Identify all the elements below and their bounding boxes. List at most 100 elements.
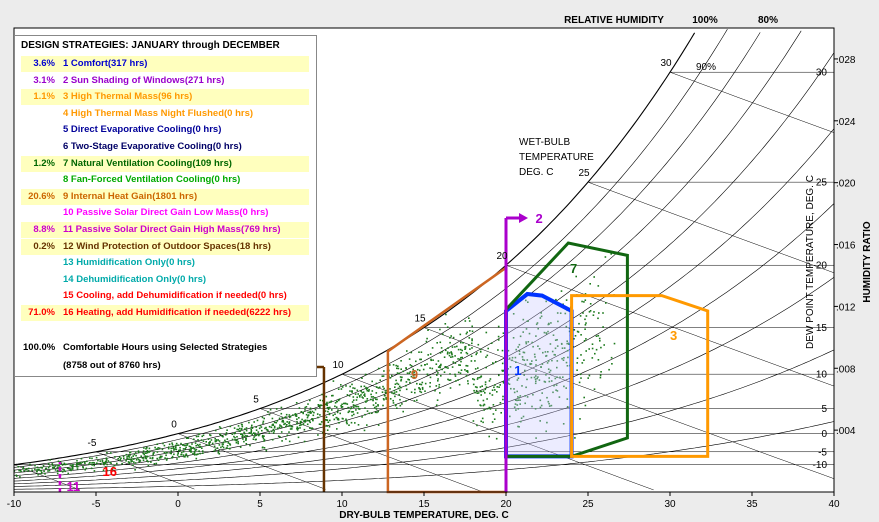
data-point [531,360,533,362]
data-point [460,341,462,344]
wet-bulb-tick-label: 20 [496,251,508,262]
data-point [179,449,181,451]
strategy-label: 5 Direct Evaporative Cooling(0 hrs) [63,124,222,136]
data-point [587,377,589,379]
data-point [509,366,512,368]
data-point [535,364,537,366]
data-point [351,401,354,403]
data-point [105,460,107,462]
data-point [547,330,549,333]
data-point [209,434,211,436]
strategy-percent: 20.6% [28,190,55,202]
data-point [454,373,456,376]
data-point [77,465,79,468]
data-point [532,393,534,396]
data-point [446,326,449,328]
data-point [497,339,500,341]
data-point [474,368,477,370]
data-point [464,320,467,322]
data-point [539,317,542,319]
data-point [110,462,112,465]
x-tick-label: -5 [92,499,101,510]
data-point [584,328,586,330]
strategy-row: 71.0% 16 Heating, add Humidification if n… [21,305,309,321]
data-point [327,406,329,409]
data-point [133,453,136,456]
data-point [106,463,108,466]
data-point [271,417,274,420]
data-point [342,418,344,420]
data-point [328,425,331,428]
data-point [412,374,415,377]
data-point [393,389,396,392]
data-point [513,391,516,394]
data-point [439,364,442,367]
data-point [103,461,105,464]
data-point [375,408,378,410]
data-point [22,466,25,469]
data-point [183,455,185,458]
data-point [282,420,284,422]
data-point [361,396,363,398]
data-point [502,398,504,401]
data-point [376,411,378,414]
data-point [392,364,395,366]
data-point [134,451,137,453]
data-point [198,433,200,435]
data-point [145,457,148,460]
data-point [18,469,20,472]
data-point [501,362,504,365]
data-point [180,453,182,456]
data-point [396,407,398,409]
data-point [527,301,529,303]
data-point [201,447,203,449]
data-point [592,314,595,316]
data-point [500,412,502,414]
data-point [38,468,40,471]
data-point [226,438,229,440]
data-point [272,428,275,431]
data-point [52,466,54,469]
data-point [510,387,512,390]
data-point [352,399,355,401]
data-point [302,411,304,414]
data-point [436,342,438,344]
data-point [151,457,153,460]
data-point [513,388,515,390]
data-point [488,435,490,438]
data-point [41,471,43,474]
data-point [245,443,248,445]
data-point [441,368,443,371]
data-point [101,460,104,462]
data-point [421,381,424,384]
data-point [476,352,478,354]
data-point [382,404,384,407]
data-point [352,411,354,413]
data-point [574,335,577,337]
data-point [574,437,576,439]
data-point [285,438,287,440]
data-point [262,420,265,423]
data-point [407,378,409,381]
rh-label-100: 100% [692,15,718,26]
data-point [537,345,539,347]
data-point [119,458,122,461]
data-point [300,411,303,413]
data-point [420,351,423,353]
data-point [531,341,533,344]
data-point [472,378,474,380]
data-point [236,428,238,431]
data-point [566,398,569,400]
data-point [201,450,204,452]
data-point [459,372,462,374]
data-point [439,341,442,344]
data-point [554,354,556,356]
data-point [540,366,542,368]
data-point [567,342,570,345]
data-point [490,342,493,344]
data-point [365,388,368,390]
data-point [502,381,505,383]
data-point [250,426,253,428]
data-point [524,363,527,366]
data-point [57,464,59,466]
